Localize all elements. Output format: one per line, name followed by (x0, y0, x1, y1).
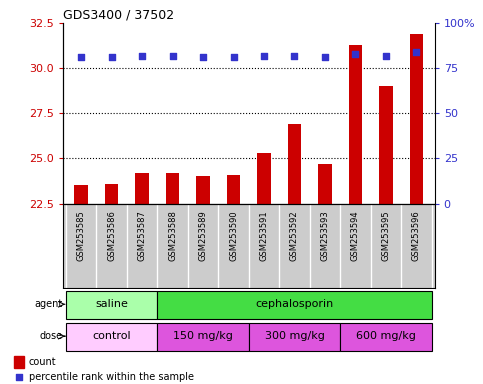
Text: GSM253592: GSM253592 (290, 210, 299, 261)
Text: GSM253591: GSM253591 (259, 210, 269, 261)
Point (260, 53, 268, 59)
Point (412, 49, 420, 55)
Text: GSM253585: GSM253585 (77, 210, 85, 261)
Text: GSM253587: GSM253587 (138, 210, 146, 261)
Bar (66, 323, 157, 351)
Text: dose: dose (40, 331, 63, 341)
Text: GSM253593: GSM253593 (320, 210, 329, 261)
Point (77, 54, 85, 60)
Bar (74, 185, 88, 204)
Bar (157, 323, 249, 351)
Point (169, 53, 176, 59)
Point (229, 54, 237, 60)
Point (199, 54, 207, 60)
Bar (410, 34, 423, 204)
Point (382, 53, 390, 59)
Text: GSM253589: GSM253589 (199, 210, 208, 261)
Bar (287, 124, 301, 204)
Text: GSM253595: GSM253595 (382, 210, 390, 261)
Bar (257, 153, 271, 204)
Text: GSM253588: GSM253588 (168, 210, 177, 261)
Text: 300 mg/kg: 300 mg/kg (265, 331, 325, 341)
Bar (135, 173, 149, 204)
Bar (105, 184, 118, 204)
Text: percentile rank within the sample: percentile rank within the sample (29, 372, 194, 382)
Bar (157, 291, 432, 319)
Text: control: control (92, 331, 131, 341)
Bar (227, 175, 241, 204)
Point (352, 51, 359, 57)
Bar (66, 291, 157, 319)
Text: agent: agent (35, 299, 63, 309)
Bar (249, 323, 340, 351)
Point (108, 54, 115, 60)
Text: GSM253586: GSM253586 (107, 210, 116, 261)
Text: GDS3400 / 37502: GDS3400 / 37502 (63, 9, 174, 22)
Bar (349, 45, 362, 204)
Text: 600 mg/kg: 600 mg/kg (356, 331, 416, 341)
Text: count: count (29, 357, 57, 367)
Bar (379, 86, 393, 204)
Text: saline: saline (95, 299, 128, 309)
Text: cephalosporin: cephalosporin (256, 299, 334, 309)
Text: 150 mg/kg: 150 mg/kg (173, 331, 233, 341)
Point (15, 374, 23, 381)
Text: GSM253594: GSM253594 (351, 210, 360, 261)
Text: GSM253596: GSM253596 (412, 210, 421, 261)
Bar (166, 173, 179, 204)
Bar (14, 356, 24, 367)
Bar (340, 323, 432, 351)
Bar (318, 164, 332, 204)
Point (138, 53, 146, 59)
Text: GSM253590: GSM253590 (229, 210, 238, 261)
Point (291, 53, 298, 59)
Bar (196, 177, 210, 204)
Point (321, 54, 329, 60)
